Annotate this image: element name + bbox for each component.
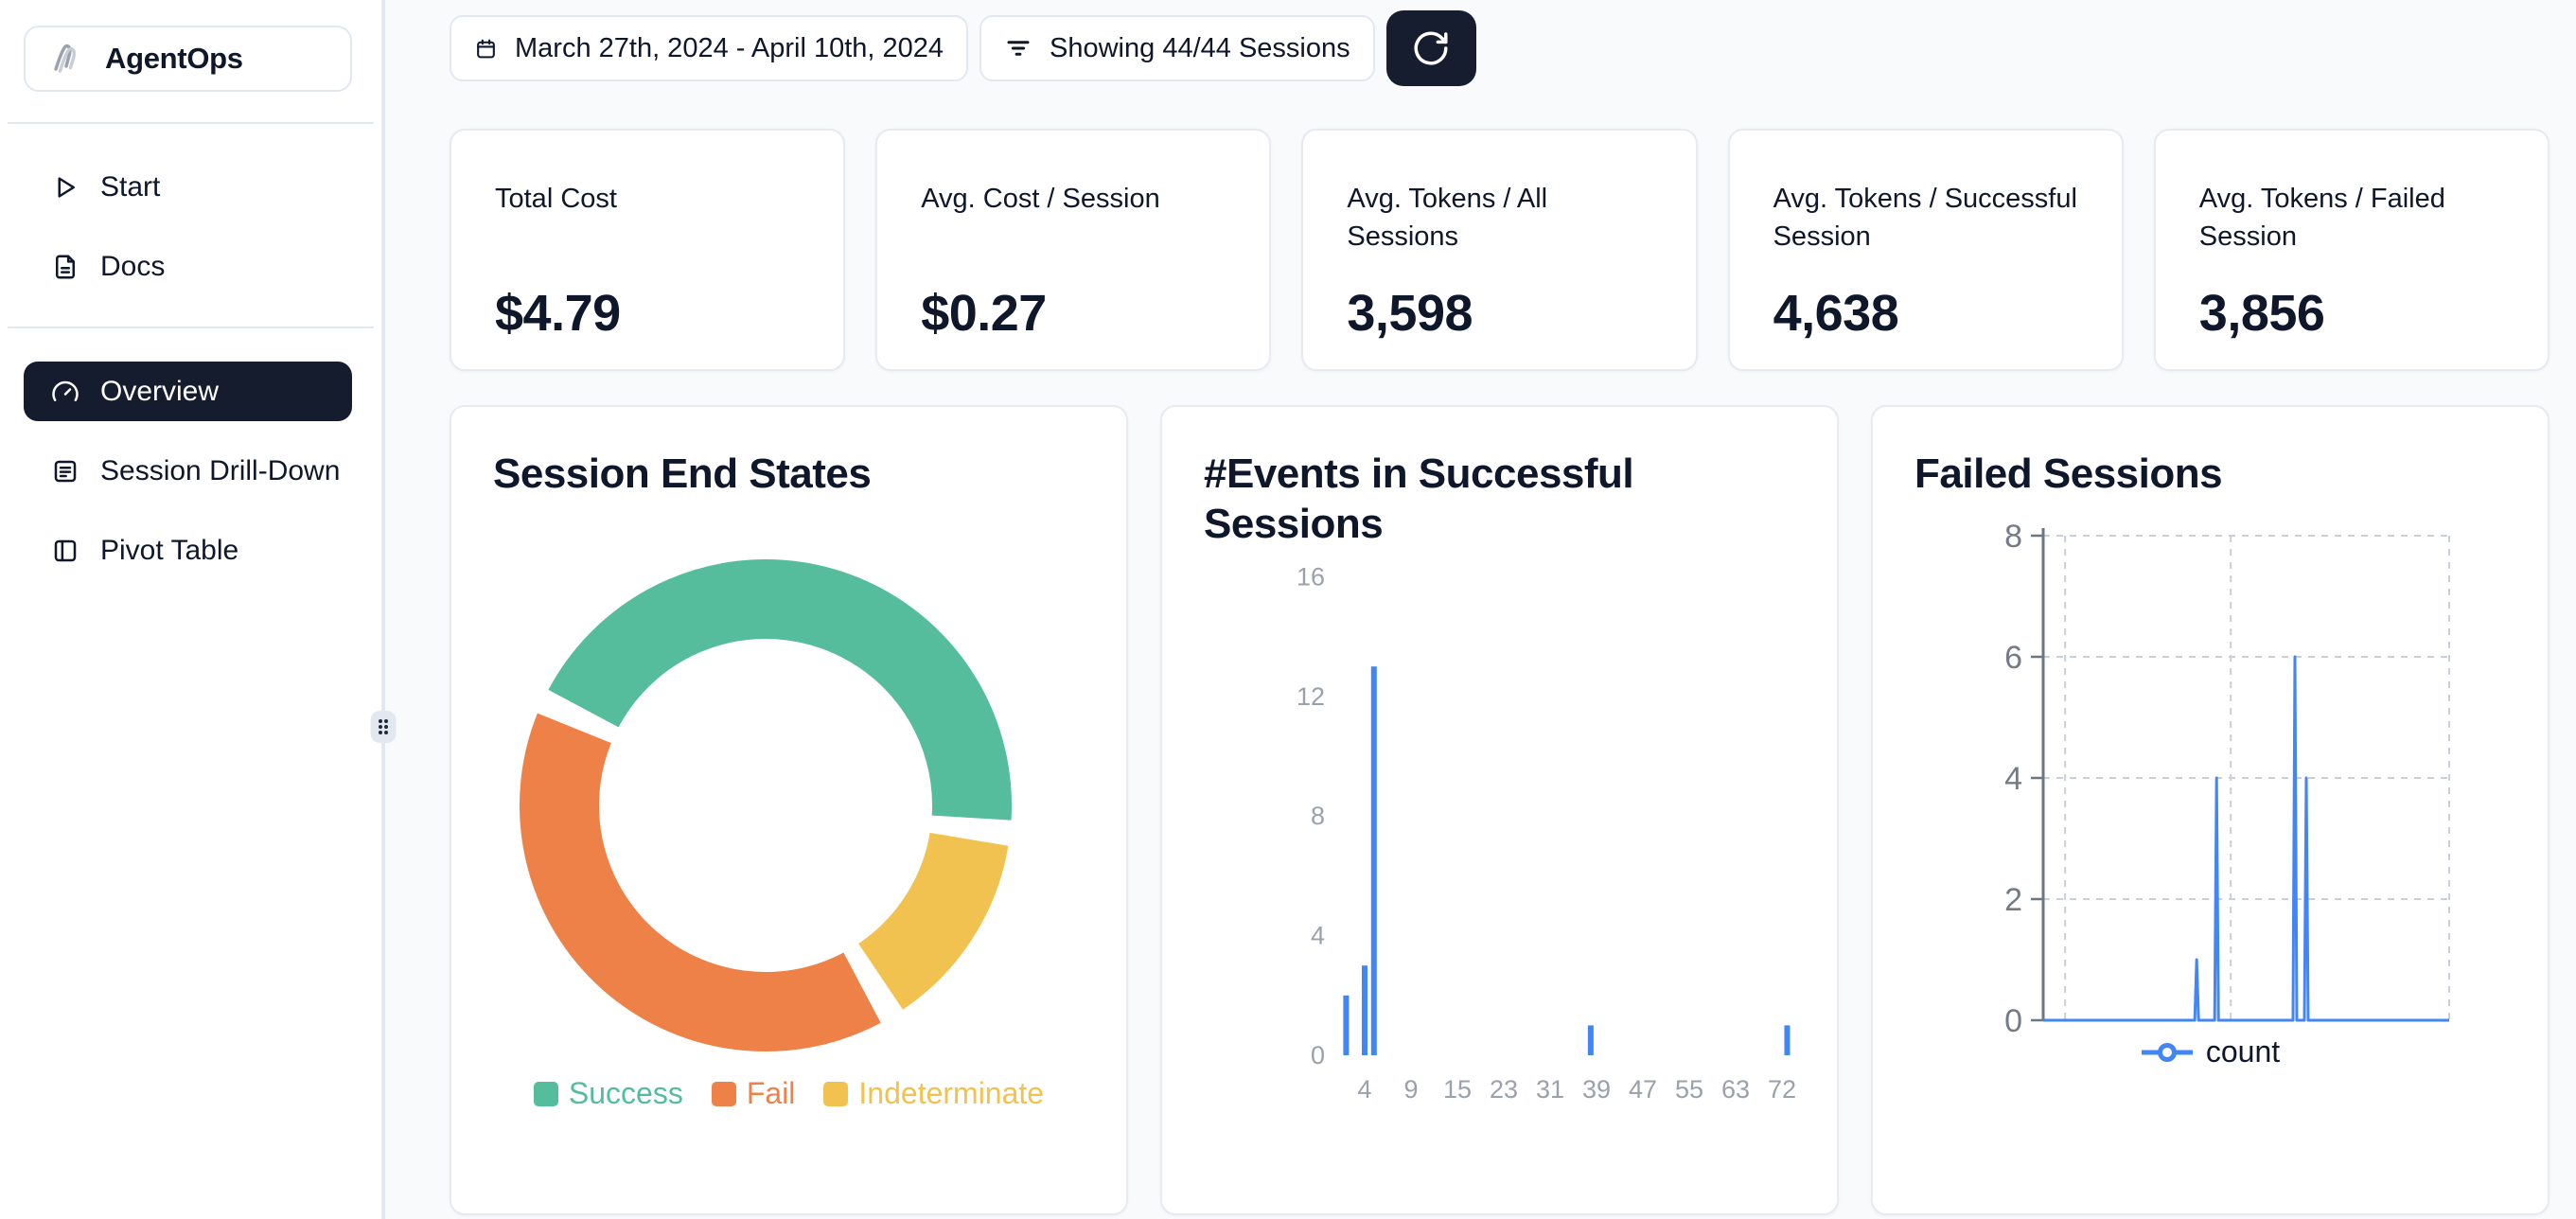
chart-title: Failed Sessions <box>1914 450 2223 497</box>
stat-value: 3,856 <box>2198 285 2325 342</box>
indeterminate-swatch <box>823 1081 849 1106</box>
agentops-logo[interactable]: AgentOps <box>24 26 352 92</box>
chart-title: #Events in Successful Sessions <box>1204 450 1634 547</box>
stat-label: Total Cost <box>495 184 617 214</box>
legend-label: Success <box>568 1076 683 1110</box>
calendar-icon <box>477 39 495 58</box>
main-content: March 27th, 2024 - April 10th, 2024 Show… <box>385 0 2576 1219</box>
count-legend[interactable]: count <box>1914 1034 2506 1069</box>
sidebar-item-label: Overview <box>100 375 220 407</box>
sidebar-nav-top: Start Docs <box>0 154 381 296</box>
stat-label: Avg. Tokens / All Sessions <box>1347 184 1548 252</box>
svg-text:2: 2 <box>2004 882 2022 918</box>
stat-card-avg-tokens-failed: Avg. Tokens / Failed Session 3,856 <box>2153 129 2550 371</box>
svg-text:8: 8 <box>1311 802 1325 830</box>
stat-label: Avg. Tokens / Failed Session <box>2198 184 2445 252</box>
sidebar-resizer[interactable] <box>370 0 397 1219</box>
svg-text:47: 47 <box>1629 1075 1657 1104</box>
grip-dots-icon <box>379 719 388 734</box>
session-end-states-donut[interactable] <box>501 540 1031 1070</box>
refresh-button[interactable] <box>1385 10 1476 86</box>
stat-label: Avg. Cost / Session <box>921 184 1160 214</box>
legend-item-fail[interactable]: Fail <box>711 1076 796 1111</box>
stat-value: 4,638 <box>1773 285 1899 342</box>
svg-text:4: 4 <box>2004 761 2022 797</box>
svg-text:39: 39 <box>1582 1075 1611 1104</box>
chart-title: Session End States <box>493 450 872 497</box>
svg-text:55: 55 <box>1675 1075 1703 1104</box>
sidebar-item-label: Docs <box>100 250 166 282</box>
logo-label: AgentOps <box>105 42 243 75</box>
donut-legend: Success Fail Indeterminate <box>493 1076 1085 1111</box>
session-end-states-card: Session End States Success Fail Indeterm… <box>450 405 1128 1215</box>
agentops-logo-icon <box>54 44 77 73</box>
svg-text:31: 31 <box>1536 1075 1564 1104</box>
svg-text:63: 63 <box>1721 1075 1750 1104</box>
play-icon <box>58 176 75 198</box>
legend-item-indeterminate[interactable]: Indeterminate <box>823 1076 1044 1111</box>
stat-card-total-cost: Total Cost $4.79 <box>450 129 846 371</box>
pivot-table-icon <box>54 539 77 561</box>
svg-text:12: 12 <box>1297 682 1325 711</box>
sidebar-item-pivot-table[interactable]: Pivot Table <box>24 521 352 580</box>
date-range-button[interactable]: March 27th, 2024 - April 10th, 2024 <box>450 15 969 81</box>
svg-text:4: 4 <box>1357 1075 1371 1104</box>
failed-sessions-chart[interactable]: 0 2 4 6 8 <box>1914 514 2511 1033</box>
legend-label: Indeterminate <box>858 1076 1045 1110</box>
filter-label: Showing 44/44 Sessions <box>1050 32 1350 63</box>
svg-text:4: 4 <box>1311 922 1325 950</box>
count-line-marker-icon <box>2141 1042 2193 1062</box>
events-histogram-card: #Events in Successful Sessions 0 4 8 12 16 4 9… <box>1160 405 1839 1215</box>
stat-card-avg-tokens-successful: Avg. Tokens / Successful Session 4,638 <box>1727 129 2124 371</box>
sidebar-item-overview[interactable]: Overview <box>24 362 352 421</box>
stat-value: $4.79 <box>495 285 621 342</box>
svg-text:72: 72 <box>1768 1075 1796 1104</box>
stats-row: Total Cost $4.79 Avg. Cost / Session $0.… <box>450 129 2550 371</box>
svg-text:16: 16 <box>1297 562 1325 591</box>
stat-card-avg-tokens-all: Avg. Tokens / All Sessions 3,598 <box>1301 129 1698 371</box>
drag-handle-icon[interactable] <box>370 711 397 743</box>
events-histogram[interactable]: 0 4 8 12 16 4 9 15 23 31 39 47 55 63 72 <box>1204 555 1800 1113</box>
failed-sessions-card: Failed Sessions 0 2 4 6 8 count <box>1871 405 2550 1215</box>
docs-icon <box>56 255 75 278</box>
sidebar-divider <box>8 122 374 124</box>
charts-row: Session End States Success Fail Indeterm… <box>450 405 2550 1215</box>
sidebar-item-session-drill-down[interactable]: Session Drill-Down <box>24 441 352 501</box>
sidebar-item-label: Session Drill-Down <box>100 454 341 486</box>
sidebar-item-docs[interactable]: Docs <box>24 237 352 296</box>
svg-text:8: 8 <box>2004 519 2022 555</box>
svg-text:15: 15 <box>1443 1075 1472 1104</box>
svg-text:0: 0 <box>1311 1041 1325 1069</box>
svg-text:9: 9 <box>1403 1075 1418 1104</box>
date-range-label: March 27th, 2024 - April 10th, 2024 <box>515 32 944 63</box>
topbar: March 27th, 2024 - April 10th, 2024 Show… <box>450 9 2550 87</box>
filter-button[interactable]: Showing 44/44 Sessions <box>979 15 1375 81</box>
stat-value: $0.27 <box>921 285 1047 342</box>
refresh-icon <box>1414 31 1448 65</box>
sidebar-item-label: Pivot Table <box>100 534 239 566</box>
legend-item-success[interactable]: Success <box>533 1076 683 1111</box>
stat-value: 3,598 <box>1347 285 1473 342</box>
svg-text:6: 6 <box>2004 640 2022 676</box>
svg-text:0: 0 <box>2004 1003 2022 1033</box>
count-legend-label: count <box>2205 1034 2281 1069</box>
sidebar-nav-main: Overview Session Drill-Down Pivot Table <box>0 359 381 580</box>
sidebar-item-label: Start <box>100 170 161 203</box>
session-list-icon <box>54 460 77 482</box>
fail-swatch <box>711 1081 736 1106</box>
stat-label: Avg. Tokens / Successful Session <box>1773 184 2077 252</box>
gauge-icon <box>52 380 79 401</box>
filter-lines-icon <box>1007 41 1030 56</box>
sidebar: AgentOps Start Docs <box>0 0 381 1219</box>
success-swatch <box>533 1081 558 1106</box>
svg-text:23: 23 <box>1490 1075 1518 1104</box>
stat-card-avg-cost-session: Avg. Cost / Session $0.27 <box>875 129 1272 371</box>
sidebar-divider <box>8 327 374 328</box>
sidebar-item-start[interactable]: Start <box>24 157 352 217</box>
legend-label: Fail <box>746 1076 796 1110</box>
